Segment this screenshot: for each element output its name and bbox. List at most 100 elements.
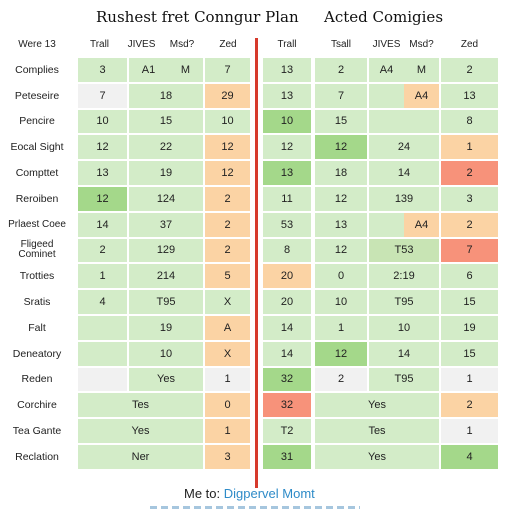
table-cell[interactable]: 10 [263,109,311,134]
table-cell[interactable]: 7 [78,83,127,108]
table-cell[interactable]: X [205,341,250,366]
table-cell[interactable]: A4 [404,212,439,237]
table-cell[interactable]: 4 [78,290,127,314]
table-cell[interactable]: 124 [129,186,203,211]
table-cell[interactable]: 32 [263,367,311,392]
table-cell[interactable]: 29 [205,83,250,108]
table-cell[interactable]: Yes [315,393,439,418]
table-cell[interactable]: 10 [369,315,439,340]
table-cell[interactable]: 11 [263,186,311,211]
table-cell[interactable]: 14 [78,212,127,237]
table-cell[interactable]: 19 [441,315,498,340]
table-cell[interactable]: 14 [369,341,439,366]
table-cell[interactable] [369,83,404,108]
table-cell[interactable]: 2 [205,186,250,211]
table-cell[interactable]: 2 [78,238,127,263]
table-cell[interactable]: 2 [441,58,498,82]
table-cell[interactable]: 12 [78,135,127,160]
table-cell[interactable]: 13 [263,161,311,185]
table-cell[interactable]: 2 [205,212,250,237]
table-cell[interactable]: 12 [78,186,127,211]
table-cell[interactable]: 24 [369,135,439,160]
table-cell[interactable]: 10 [78,109,127,134]
table-cell[interactable]: 19 [129,161,203,185]
table-cell[interactable]: 12 [205,161,250,185]
table-cell[interactable]: T95 [129,290,203,314]
table-cell[interactable]: 0 [315,264,367,289]
table-cell[interactable]: Yes [315,444,439,469]
table-cell[interactable]: T53 [369,238,439,263]
table-cell[interactable]: 3 [78,58,127,82]
table-cell[interactable]: 3 [441,186,498,211]
table-cell[interactable]: 15 [315,109,367,134]
table-cell[interactable]: 214 [129,264,203,289]
table-cell[interactable]: Yes [78,419,203,443]
table-cell[interactable]: A4 [369,58,404,82]
table-cell[interactable]: 19 [129,315,203,340]
table-cell[interactable]: 31 [263,444,311,469]
table-cell[interactable]: A4 [404,83,439,108]
table-cell[interactable] [78,367,127,392]
table-cell[interactable]: 12 [315,135,367,160]
table-cell[interactable]: 20 [263,290,311,314]
table-cell[interactable] [78,341,127,366]
table-cell[interactable]: 139 [369,186,439,211]
table-cell[interactable]: 4 [441,444,498,469]
table-cell[interactable]: 12 [315,238,367,263]
table-cell[interactable]: 10 [129,341,203,366]
table-cell[interactable]: 14 [263,341,311,366]
table-cell[interactable]: X [205,290,250,314]
table-cell[interactable]: 2 [315,58,367,82]
table-cell[interactable]: 129 [129,238,203,263]
table-cell[interactable]: 13 [263,58,311,82]
table-cell[interactable]: 2:19 [369,264,439,289]
table-cell[interactable]: T95 [369,290,439,314]
table-cell[interactable]: 18 [129,83,203,108]
table-cell[interactable]: T95 [369,367,439,392]
table-cell[interactable]: Ner [78,444,203,469]
table-cell[interactable]: 22 [129,135,203,160]
table-cell[interactable]: 53 [263,212,311,237]
table-cell[interactable]: 8 [441,109,498,134]
table-cell[interactable]: 13 [315,212,367,237]
table-cell[interactable]: 2 [441,393,498,418]
table-cell[interactable]: 7 [205,58,250,82]
table-cell[interactable]: 15 [441,290,498,314]
table-cell[interactable]: 1 [441,419,498,443]
table-cell[interactable]: 2 [441,212,498,237]
table-cell[interactable]: 7 [315,83,367,108]
table-cell[interactable]: 14 [369,161,439,185]
table-cell[interactable]: Tes [315,419,439,443]
table-cell[interactable]: Tes [78,393,203,418]
table-cell[interactable]: 12 [263,135,311,160]
table-cell[interactable]: Yes [129,367,203,392]
table-cell[interactable]: 10 [315,290,367,314]
table-cell[interactable]: 8 [263,238,311,263]
table-cell[interactable]: 12 [315,186,367,211]
table-cell[interactable]: 18 [315,161,367,185]
table-cell[interactable]: 12 [205,135,250,160]
table-cell[interactable]: 0 [205,393,250,418]
table-cell[interactable]: 3 [205,444,250,469]
table-cell[interactable]: M [168,58,203,82]
table-cell[interactable]: 13 [441,83,498,108]
table-cell[interactable]: 2 [441,161,498,185]
table-cell[interactable]: 5 [205,264,250,289]
table-cell[interactable]: 20 [263,264,311,289]
table-cell[interactable]: 15 [441,341,498,366]
table-cell[interactable]: 13 [263,83,311,108]
table-cell[interactable] [369,109,439,134]
table-cell[interactable]: 10 [205,109,250,134]
table-cell[interactable]: 1 [205,367,250,392]
table-cell[interactable]: 2 [205,238,250,263]
table-cell[interactable]: 1 [205,419,250,443]
table-cell[interactable]: A1 [129,58,168,82]
table-cell[interactable]: T2 [263,419,311,443]
table-cell[interactable]: 12 [315,341,367,366]
table-cell[interactable]: 1 [78,264,127,289]
table-cell[interactable] [369,212,404,237]
table-cell[interactable]: 1 [315,315,367,340]
table-cell[interactable]: 1 [441,135,498,160]
table-cell[interactable]: 7 [441,238,498,263]
table-cell[interactable]: A [205,315,250,340]
